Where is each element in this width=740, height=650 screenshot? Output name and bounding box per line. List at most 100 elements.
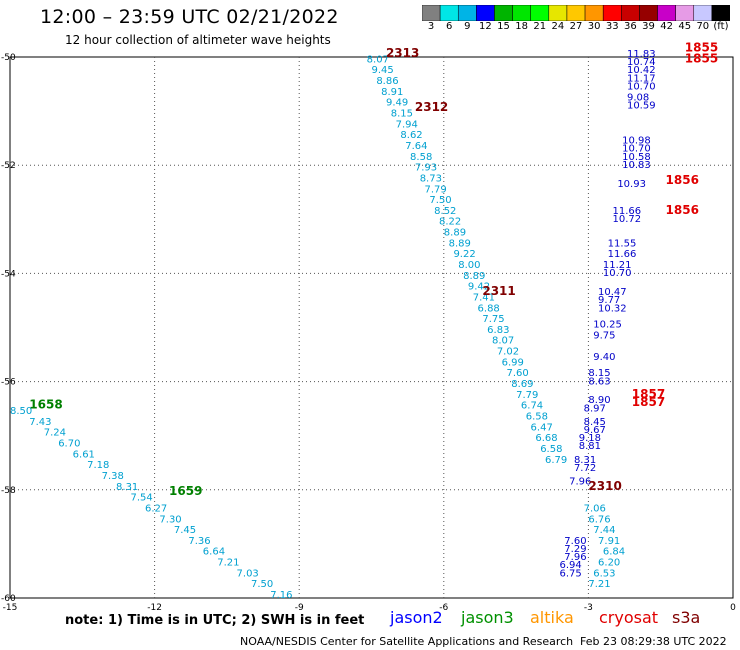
wave-height-label: 7.43 — [29, 417, 51, 428]
wave-height-label: 9.75 — [593, 330, 615, 341]
wave-height-label: 11.21 — [603, 260, 632, 271]
colorbar-label: 15 — [497, 21, 510, 32]
track-time-label: 1658 — [29, 398, 62, 412]
wave-height-label: 10.98 — [622, 136, 651, 147]
wave-height-label: 7.54 — [131, 493, 153, 504]
wave-height-label: 7.36 — [188, 536, 210, 547]
wave-height-label: 11.66 — [613, 206, 642, 217]
wave-height-label: 7.64 — [405, 141, 427, 152]
x-tick-label: 0 — [730, 603, 736, 612]
wave-height-label: 8.90 — [588, 395, 610, 406]
wave-height-label: 9.49 — [386, 98, 408, 109]
wave-height-label: 8.89 — [449, 238, 471, 249]
wave-height-label: 7.44 — [593, 525, 615, 536]
wave-height-label: 6.75 — [559, 568, 581, 579]
wave-height-label: 10.70 — [627, 81, 656, 92]
wave-height-label: 9.67 — [584, 425, 606, 436]
wave-height-label: 8.91 — [381, 87, 403, 98]
wave-height-label: 9.77 — [598, 295, 620, 306]
colorbar-label: (ft) — [713, 21, 729, 32]
track-time-label: 1857 — [632, 387, 665, 401]
colorbar-label: 6 — [445, 21, 453, 32]
wave-height-label: 10.70 — [622, 144, 651, 155]
wave-height-label: 9.42 — [468, 282, 490, 293]
wave-height-label: 8.22 — [439, 217, 461, 228]
track-time-label: 1857 — [632, 395, 665, 409]
wave-height-tracks: 8.507.437.246.706.617.187.388.317.546.27… — [10, 49, 656, 601]
wave-height-label: 8.81 — [579, 441, 601, 452]
wave-height-label: 10.59 — [627, 100, 656, 111]
wave-height-label: 6.58 — [540, 444, 562, 455]
wave-height-label: 6.99 — [502, 357, 524, 368]
wave-height-label: 7.79 — [516, 390, 538, 401]
header-subtitle: 12 hour collection of altimeter wave hei… — [65, 33, 331, 47]
wave-height-label: 10.58 — [622, 152, 651, 163]
track-time-label: 1855 — [685, 51, 718, 65]
colorbar-label: 33 — [605, 21, 619, 32]
wave-height-label: 10.70 — [603, 268, 632, 279]
wave-height-label: 8.15 — [588, 368, 610, 379]
wave-height-label: 8.50 — [10, 406, 32, 417]
x-tick-label: -3 — [584, 603, 593, 612]
colorbar-label: 30 — [587, 21, 601, 32]
track-time-label: 2310 — [588, 479, 621, 493]
colorbar-labels: 3 6 9 12 15 18 21 24 27 30 33 36 39 42 45 70 (ft) — [422, 21, 730, 35]
wave-height-label: 9.18 — [579, 433, 601, 444]
map-frame — [9, 56, 734, 599]
wave-height-label: 7.50 — [251, 579, 273, 590]
colorbar-label: 9 — [464, 21, 471, 32]
colorbar-swatch — [711, 5, 730, 21]
wave-height-label: 8.15 — [391, 109, 413, 120]
legend-s3a: s3a — [672, 608, 701, 627]
wave-height-label: 6.68 — [535, 433, 557, 444]
colorbar-label: 39 — [642, 21, 655, 32]
colorbar-label: 45 — [678, 21, 692, 32]
colorbar-label: 42 — [660, 21, 673, 32]
track-time-label: 1856 — [666, 173, 699, 187]
wave-height-label: 8.86 — [376, 76, 398, 87]
track-time-label: 2312 — [415, 100, 448, 114]
wave-height-label: 10.25 — [593, 320, 622, 331]
y-tick-label: -60 — [1, 594, 16, 604]
wave-height-label: 7.21 — [217, 558, 239, 569]
wave-height-label: 7.03 — [237, 568, 259, 579]
wave-height-label: 8.07 — [367, 54, 389, 65]
wave-height-label: 7.75 — [482, 314, 504, 325]
x-tick-label: -9 — [295, 603, 304, 612]
track-time-label: 2313 — [386, 46, 419, 60]
wave-height-label: 8.52 — [434, 206, 456, 217]
wave-height-label: 7.29 — [564, 544, 586, 555]
wave-height-label: 6.61 — [73, 449, 95, 460]
wave-height-label: 7.50 — [429, 195, 451, 206]
x-tick-label: -6 — [439, 603, 448, 612]
wave-height-label: 7.16 — [270, 590, 292, 601]
legend-jason2: jason2 — [390, 608, 443, 627]
colorbar-label: 12 — [479, 21, 492, 32]
wave-height-label: 10.47 — [598, 287, 627, 298]
wave-height-label: 9.08 — [627, 92, 649, 103]
legend-jason3: jason3 — [461, 608, 514, 627]
wave-height-label: 8.00 — [458, 260, 480, 271]
colorbar-label: 27 — [569, 21, 583, 32]
track-time-label: 2311 — [482, 284, 515, 298]
wave-height-label: 6.64 — [203, 547, 225, 558]
colorbar-label: 18 — [515, 21, 529, 32]
wave-height-label: 8.07 — [492, 336, 514, 347]
wave-height-label: 8.89 — [463, 271, 485, 282]
wave-height-label: 8.73 — [420, 173, 442, 184]
y-tick-label: -52 — [1, 161, 16, 171]
wave-height-label: 11.83 — [627, 49, 656, 60]
wave-height-label: 7.24 — [44, 428, 66, 439]
wave-height-label: 6.88 — [478, 303, 500, 314]
wave-height-label: 10.32 — [598, 303, 627, 314]
footer-timestamp: Feb 23 08:29:38 UTC 2022 — [580, 635, 727, 648]
wave-height-label: 6.58 — [526, 411, 548, 422]
wave-height-label: 6.70 — [58, 439, 80, 450]
wave-height-label: 8.45 — [584, 417, 606, 428]
wave-height-label: 8.31 — [574, 455, 596, 466]
x-tick-label: -15 — [3, 603, 18, 612]
y-tick-label: -50 — [1, 53, 16, 63]
legend-cryosat: cryosat — [599, 608, 659, 627]
altimeter-map: -15 -12 -9 -6 -3 0 -50 -52 -54 -56 -58 -60 8.507.43… — [1, 41, 736, 612]
track-time-label: 1855 — [685, 41, 718, 55]
